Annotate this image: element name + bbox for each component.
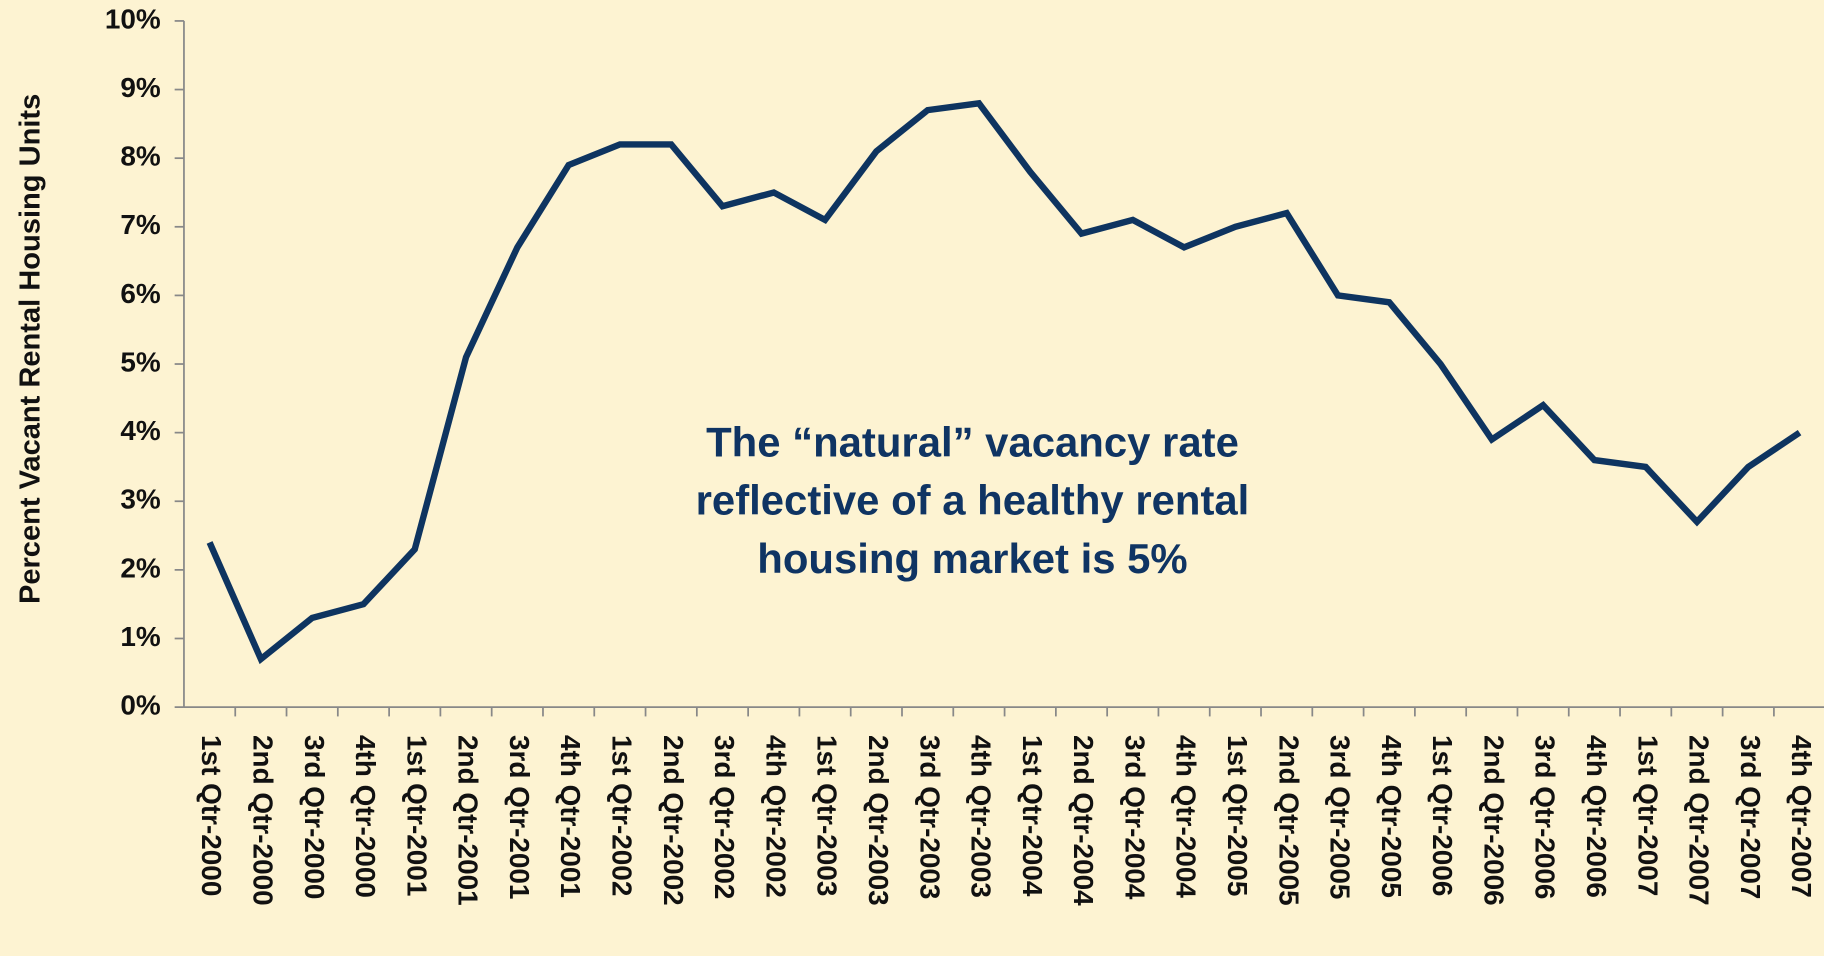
x-tick-label: 1st Qtr-2007 <box>1632 735 1663 896</box>
x-tick-label: 2nd Qtr-2001 <box>453 735 484 906</box>
x-tick-label: 2nd Qtr-2003 <box>863 735 894 906</box>
y-tick-label: 1% <box>120 621 161 652</box>
y-tick-label: 8% <box>120 141 161 172</box>
x-tick-label: 2nd Qtr-2005 <box>1273 735 1304 906</box>
x-tick-label: 3rd Qtr-2002 <box>709 735 740 899</box>
annotation: reflective of a healthy rental <box>696 477 1250 524</box>
x-tick-label: 1st Qtr-2000 <box>196 735 227 896</box>
x-tick-label: 4th Qtr-2004 <box>1171 735 1202 898</box>
y-axis-title: Percent Vacant Rental Housing Units <box>14 94 46 604</box>
x-tick-label: 4th Qtr-2005 <box>1376 735 1407 898</box>
x-tick-label: 1st Qtr-2001 <box>401 735 432 896</box>
x-tick-label: 2nd Qtr-2002 <box>658 735 689 906</box>
x-tick-label: 3rd Qtr-2001 <box>504 735 535 899</box>
x-tick-label: 4th Qtr-2001 <box>555 735 586 898</box>
x-tick-label: 3rd Qtr-2004 <box>1119 735 1150 900</box>
x-tick-label: 1st Qtr-2004 <box>1017 735 1048 897</box>
x-tick-label: 3rd Qtr-2007 <box>1735 735 1766 899</box>
y-tick-label: 4% <box>120 415 161 446</box>
x-tick-label: 4th Qtr-2007 <box>1786 735 1817 898</box>
x-tick-label: 1st Qtr-2005 <box>1222 735 1253 896</box>
y-tick-label: 3% <box>120 484 161 515</box>
x-tick-label: 3rd Qtr-2006 <box>1530 735 1561 899</box>
y-tick-label: 9% <box>120 72 161 103</box>
annotation: housing market is 5% <box>757 535 1187 582</box>
x-tick-label: 1st Qtr-2002 <box>607 735 638 896</box>
data-line <box>206 99 1802 665</box>
y-tick-label: 0% <box>120 689 161 720</box>
y-tick-label: 5% <box>120 346 161 377</box>
x-tick-label: 4th Qtr-2000 <box>350 735 381 898</box>
x-tick-label: 2nd Qtr-2004 <box>1068 735 1099 906</box>
x-tick-label: 2nd Qtr-2006 <box>1478 735 1509 906</box>
x-tick-label: 4th Qtr-2006 <box>1581 735 1612 898</box>
x-tick-label: 4th Qtr-2002 <box>760 735 791 898</box>
y-tick-label: 7% <box>120 209 161 240</box>
x-tick-label: 2nd Qtr-2000 <box>248 735 279 906</box>
x-tick-label: 1st Qtr-2006 <box>1427 735 1458 896</box>
x-tick-label: 3rd Qtr-2003 <box>914 735 945 899</box>
x-tick-label: 3rd Qtr-2000 <box>299 735 330 899</box>
y-tick-label: 2% <box>120 552 161 583</box>
x-tick-label: 3rd Qtr-2005 <box>1325 735 1356 899</box>
x-tick-label: 1st Qtr-2003 <box>812 735 843 896</box>
y-tick-label: 10% <box>105 3 161 34</box>
x-tick-label: 4th Qtr-2003 <box>966 735 997 898</box>
x-tick-label: 2nd Qtr-2007 <box>1684 735 1715 906</box>
y-tick-label: 6% <box>120 278 161 309</box>
annotation: The “natural” vacancy rate <box>706 418 1239 465</box>
